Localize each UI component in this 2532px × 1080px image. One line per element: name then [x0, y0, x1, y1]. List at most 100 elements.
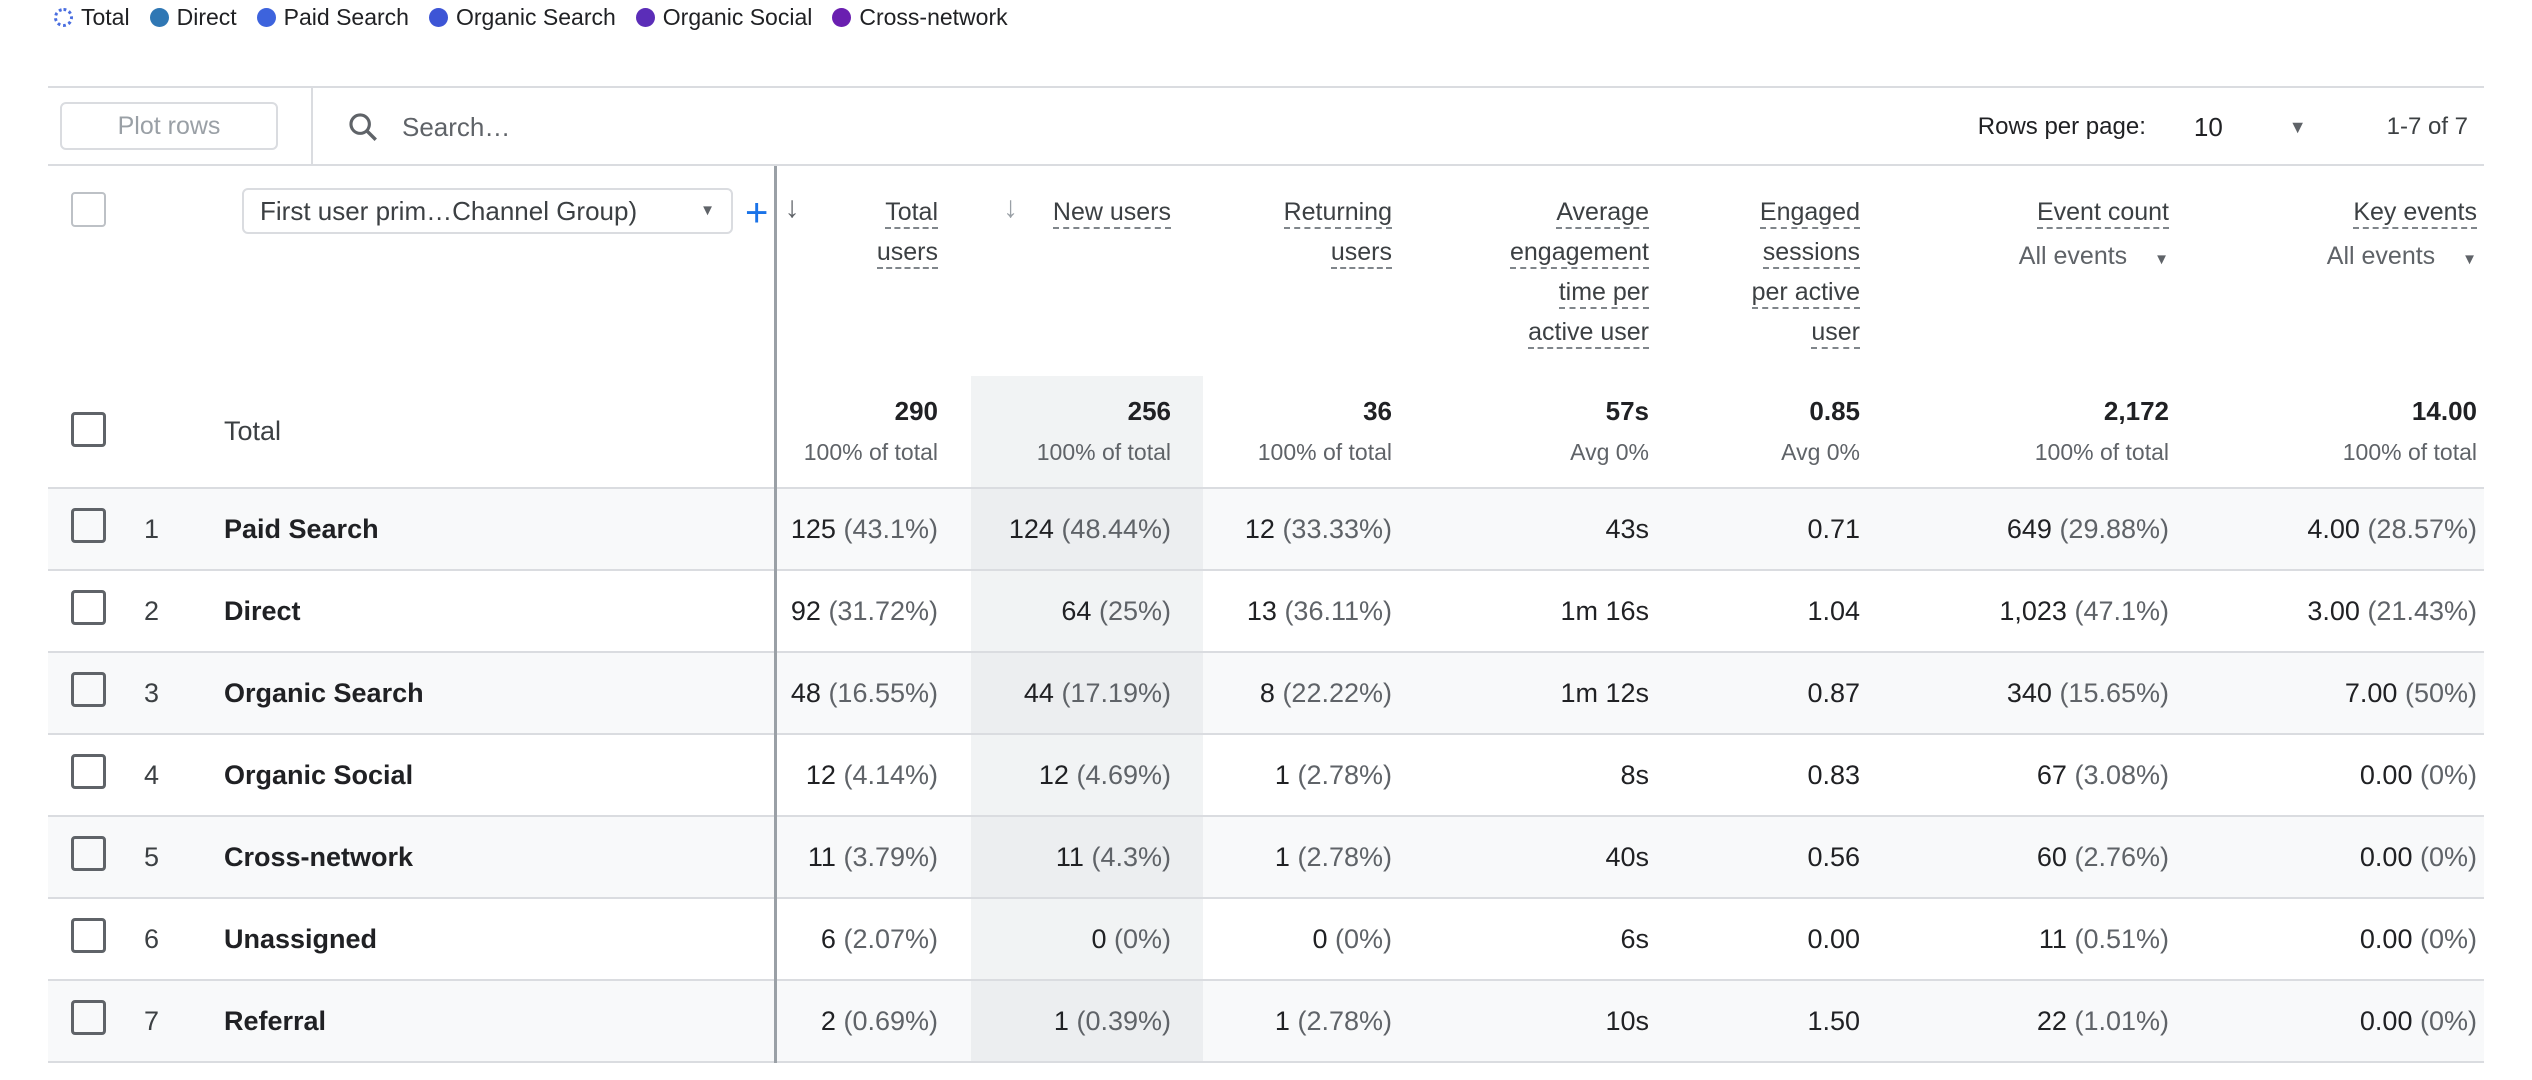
- metric-value: 12: [1244, 513, 1275, 544]
- metric-percent: (2.78%): [1297, 759, 1392, 790]
- add-dimension-button[interactable]: +: [745, 191, 769, 236]
- report-table: Plot rows Search… Rows per page: 10 ▼ 1-…: [48, 86, 2484, 1063]
- sort-arrow-icon: ↓: [1003, 191, 1018, 224]
- search-input[interactable]: Search…: [402, 111, 511, 142]
- metric-value: 64: [1061, 595, 1092, 626]
- pagination: Rows per page: 10 ▼ 1-7 of 7: [1978, 88, 2468, 166]
- col-total-users[interactable]: ↓ Total users: [775, 166, 971, 376]
- metric-cell: 8s: [1424, 734, 1681, 817]
- table-row[interactable]: 4 Organic Social 12 (4.14%) 12 (4.69%) 1 (2…: [48, 734, 2484, 817]
- legend-item[interactable]: Organic Social: [635, 4, 812, 31]
- totals-checkbox[interactable]: [71, 411, 106, 447]
- row-label[interactable]: Unassigned: [210, 898, 777, 981]
- row-label[interactable]: Paid Search: [210, 488, 777, 571]
- dimension-select-label: First user prim…Channel Group): [260, 196, 638, 226]
- metric-value: 48: [790, 677, 821, 708]
- rows-per-page-select[interactable]: 10: [2193, 111, 2223, 142]
- col-new-users[interactable]: ↓ New users: [971, 166, 1203, 376]
- row-label[interactable]: Organic Social: [210, 734, 777, 817]
- metric-value: 7.00: [2344, 677, 2398, 708]
- dimension-select[interactable]: First user prim…Channel Group) ▼: [242, 188, 733, 234]
- row-checkbox[interactable]: [71, 508, 106, 543]
- row-checkbox[interactable]: [71, 672, 106, 707]
- legend-item[interactable]: Paid Search: [256, 4, 409, 31]
- row-label[interactable]: Cross-network: [210, 816, 777, 899]
- chart-legend: Total Direct Paid Search Organic Search Orga…: [54, 4, 1008, 31]
- metric-percent: (0%): [2419, 759, 2477, 790]
- col-event-count[interactable]: Event count All events ▼: [1892, 166, 2201, 376]
- metric-cell: 13 (36.11%): [1203, 570, 1424, 653]
- key-events-filter-select[interactable]: All events ▼: [2326, 242, 2477, 270]
- table-row[interactable]: 5 Cross-network 11 (3.79%) 11 (4.3%) 1 (2.7…: [48, 816, 2484, 899]
- metric-cell: 92 (31.72%): [775, 570, 971, 653]
- search-field[interactable]: Search…: [346, 88, 510, 166]
- metric-percent: (0%): [1334, 923, 1392, 954]
- metric-value: 3.00: [2307, 595, 2360, 626]
- col-avg-engagement[interactable]: Average engagement time per active user: [1424, 166, 1681, 376]
- header-label: engagement: [1509, 238, 1649, 269]
- rows-per-page-label: Rows per page:: [1977, 113, 2146, 140]
- legend-item[interactable]: Organic Search: [428, 4, 616, 31]
- col-key-events[interactable]: Key events All events ▼: [2201, 166, 2484, 376]
- table-row[interactable]: 1 Paid Search 125 (43.1%) 124 (48.44%) 12 (…: [48, 488, 2484, 571]
- row-checkbox[interactable]: [71, 918, 106, 953]
- total-value: 14.00: [2411, 396, 2477, 426]
- metric-value: 1,023: [1999, 595, 2067, 626]
- col-returning-users[interactable]: Returning users: [1203, 166, 1424, 376]
- metric-percent: (2.07%): [843, 923, 938, 954]
- metric-percent: (16.55%): [828, 677, 938, 708]
- metric-percent: (3.08%): [2074, 759, 2169, 790]
- chevron-down-icon: ▼: [700, 202, 715, 219]
- legend-swatch-icon: [832, 8, 852, 27]
- row-checkbox[interactable]: [71, 590, 106, 625]
- metric-value: 43s: [1605, 513, 1649, 544]
- legend-item[interactable]: Total: [54, 4, 130, 31]
- select-all-checkbox[interactable]: [71, 192, 106, 227]
- row-checkbox[interactable]: [71, 1000, 106, 1035]
- pagination-range: 1-7 of 7: [2386, 113, 2468, 140]
- sort-arrow-icon: ↓: [784, 191, 800, 224]
- metric-cell: 6s: [1424, 898, 1681, 981]
- legend-item[interactable]: Cross-network: [832, 4, 1008, 31]
- total-value: 2,172: [2103, 396, 2169, 426]
- metric-value: 11: [1055, 841, 1084, 872]
- metric-cell: 12 (33.33%): [1203, 488, 1424, 571]
- table-row[interactable]: 7 Referral 2 (0.69%) 1 (0.39%) 1 (2.78%) 10s…: [48, 980, 2484, 1063]
- metric-cell: 1,023 (47.1%): [1892, 570, 2201, 653]
- row-number: 1: [140, 488, 210, 571]
- header-label: user: [1811, 318, 1860, 349]
- metric-cell: 0 (0%): [971, 898, 1203, 981]
- metric-percent: (48.44%): [1061, 513, 1171, 544]
- legend-label: Organic Search: [455, 4, 616, 30]
- plot-rows-button[interactable]: Plot rows: [60, 102, 278, 150]
- table-row[interactable]: 3 Organic Search 48 (16.55%) 44 (17.19%) 8 …: [48, 652, 2484, 735]
- header-label: Key events: [2353, 198, 2477, 229]
- row-checkbox[interactable]: [71, 754, 106, 789]
- metric-percent: (2.78%): [1297, 841, 1392, 872]
- table-row[interactable]: 2 Direct 92 (31.72%) 64 (25%) 13 (36.11%) 1m…: [48, 570, 2484, 653]
- row-label[interactable]: Direct: [210, 570, 777, 653]
- legend-item[interactable]: Direct: [149, 4, 237, 31]
- metric-percent: (3.79%): [843, 841, 938, 872]
- metric-value: 10s: [1605, 1005, 1649, 1036]
- metric-value: 1: [1274, 759, 1290, 790]
- row-label[interactable]: Organic Search: [210, 652, 777, 735]
- row-label[interactable]: Referral: [210, 980, 777, 1063]
- metric-cell: 11 (0.51%): [1892, 898, 2201, 981]
- metric-value: 13: [1246, 595, 1277, 626]
- table-row[interactable]: 6 Unassigned 6 (2.07%) 0 (0%) 0 (0%) 6s 0.00 1…: [48, 898, 2484, 981]
- header-label: active user: [1528, 318, 1649, 349]
- metric-percent: (0.51%): [2074, 923, 2169, 954]
- metric-cell: 2 (0.69%): [775, 980, 971, 1063]
- event-filter-select[interactable]: All events ▼: [2018, 242, 2169, 270]
- header-label: Returning: [1283, 198, 1392, 229]
- metric-value: 1m 16s: [1560, 595, 1649, 626]
- total-sub: Avg 0%: [1781, 439, 1860, 465]
- row-checkbox[interactable]: [71, 836, 106, 871]
- metric-value: 0.56: [1807, 841, 1860, 872]
- chevron-down-icon[interactable]: ▼: [2288, 116, 2307, 137]
- header-label: per active: [1751, 278, 1860, 309]
- metric-value: 0: [1091, 923, 1107, 954]
- col-engaged-sessions[interactable]: Engaged sessions per active user: [1681, 166, 1892, 376]
- legend-label: Paid Search: [283, 4, 409, 30]
